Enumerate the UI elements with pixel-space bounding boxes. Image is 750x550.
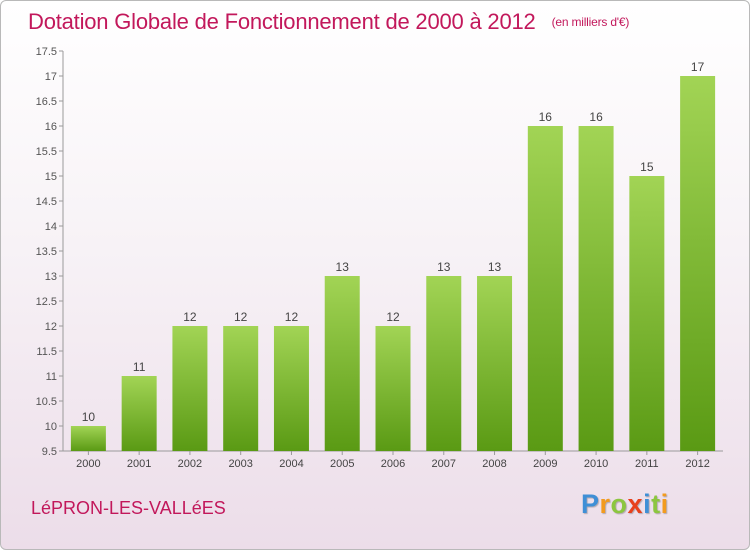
x-tick-label: 2012 xyxy=(685,458,709,470)
x-tick-label: 2005 xyxy=(330,458,354,470)
y-tick-label: 12 xyxy=(45,321,57,333)
y-tick-label: 15 xyxy=(45,171,57,183)
chart-title-block: Dotation Globale de Fonctionnement de 20… xyxy=(28,9,629,35)
bar-value-label: 12 xyxy=(285,310,299,324)
y-tick-label: 16 xyxy=(45,121,57,133)
logo-letter: P xyxy=(581,489,600,519)
y-tick-label: 11 xyxy=(46,371,57,383)
logo-letter: i xyxy=(660,489,669,519)
bar xyxy=(324,276,360,451)
bar xyxy=(477,276,513,451)
y-tick-label: 10.5 xyxy=(36,396,57,408)
bar-value-label: 12 xyxy=(183,310,197,324)
x-tick-label: 2000 xyxy=(76,458,100,470)
bar xyxy=(70,426,106,451)
x-tick-label: 2009 xyxy=(533,458,557,470)
logo-letter: r xyxy=(599,489,611,519)
chart-title: Dotation Globale de Fonctionnement de 20… xyxy=(28,9,536,34)
commune-name: LéPRON-LES-VALLéES xyxy=(31,498,226,518)
logo-letter: x xyxy=(627,489,644,519)
y-tick-label: 14.5 xyxy=(36,196,57,208)
x-tick-label: 2002 xyxy=(178,458,202,470)
bar-value-label: 16 xyxy=(589,110,603,124)
bar-value-label: 11 xyxy=(133,360,146,374)
y-tick-label: 17 xyxy=(45,71,57,83)
x-tick-label: 2006 xyxy=(381,458,405,470)
x-tick-label: 2004 xyxy=(279,458,303,470)
x-tick-label: 2007 xyxy=(432,458,456,470)
y-tick-label: 12.5 xyxy=(36,296,57,308)
bar xyxy=(426,276,462,451)
y-tick-label: 13.5 xyxy=(36,246,57,258)
bar xyxy=(223,326,259,451)
bar xyxy=(121,376,157,451)
bar-value-label: 13 xyxy=(437,260,451,274)
bar-value-label: 17 xyxy=(691,60,705,74)
bar xyxy=(578,126,614,451)
y-tick-label: 15.5 xyxy=(36,146,57,158)
y-tick-label: 9.5 xyxy=(42,446,57,458)
x-tick-label: 2001 xyxy=(127,458,151,470)
bar-value-label: 12 xyxy=(386,310,400,324)
y-tick-label: 11.5 xyxy=(36,346,57,358)
bar-value-label: 13 xyxy=(336,260,350,274)
bar xyxy=(273,326,309,451)
y-tick-label: 17.5 xyxy=(36,46,57,58)
bar-value-label: 16 xyxy=(539,110,553,124)
x-tick-label: 2003 xyxy=(228,458,252,470)
bar xyxy=(375,326,411,451)
chart-subtitle: (en milliers d'€) xyxy=(551,15,630,29)
proxiti-logo: Proxiti xyxy=(581,489,669,520)
bar-value-label: 12 xyxy=(234,310,248,324)
bar-value-label: 10 xyxy=(82,410,96,424)
x-tick-label: 2011 xyxy=(635,458,659,470)
y-tick-label: 10 xyxy=(45,421,57,433)
x-tick-label: 2008 xyxy=(482,458,506,470)
y-tick-label: 13 xyxy=(45,271,57,283)
bar xyxy=(527,126,563,451)
bar xyxy=(629,176,665,451)
bar-value-label: 13 xyxy=(488,260,502,274)
bar xyxy=(172,326,208,451)
y-tick-label: 16.5 xyxy=(36,96,57,108)
logo-letter: o xyxy=(610,489,628,519)
y-tick-label: 14 xyxy=(45,221,57,233)
bar-value-label: 15 xyxy=(640,160,654,174)
logo-letter: t xyxy=(651,489,661,519)
logo-letter: i xyxy=(643,489,652,519)
x-tick-label: 2010 xyxy=(584,458,608,470)
bar xyxy=(680,76,716,451)
